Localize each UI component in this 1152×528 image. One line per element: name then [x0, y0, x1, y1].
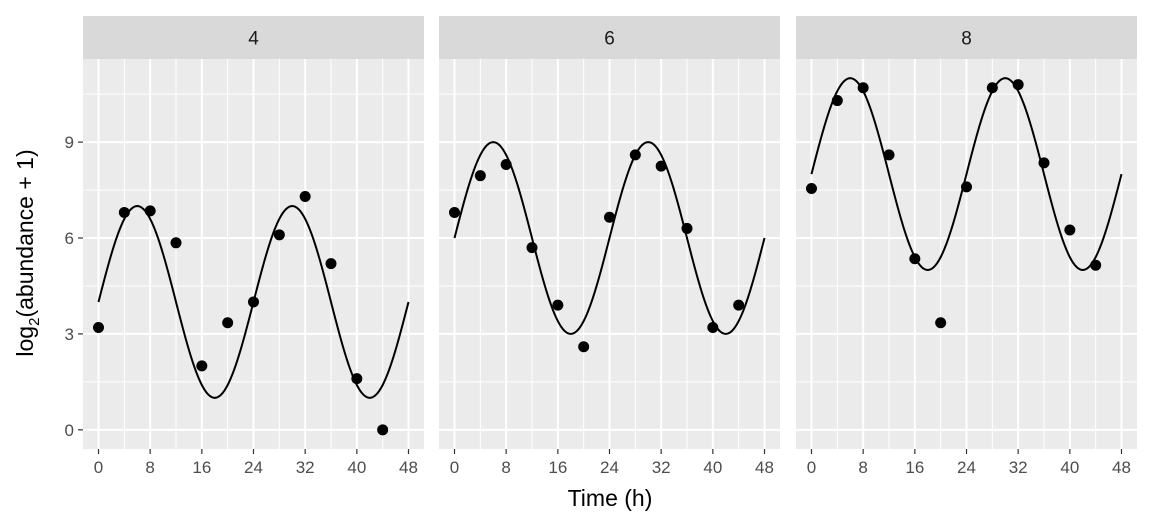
- data-point: [935, 317, 947, 329]
- x-tick-label: 24: [957, 458, 976, 477]
- x-tick-label: 0: [807, 458, 816, 477]
- x-tick-label: 32: [296, 458, 315, 477]
- x-tick-label: 32: [1009, 458, 1028, 477]
- x-tick-label: 8: [501, 458, 510, 477]
- data-point: [552, 299, 564, 311]
- y-tick-label: 3: [65, 325, 74, 344]
- data-point: [500, 158, 512, 170]
- x-tick-label: 8: [145, 458, 154, 477]
- data-point: [707, 322, 719, 334]
- panel-4: 40 8 16 24 32 40 48: [83, 16, 424, 477]
- data-point: [248, 296, 259, 308]
- fitted-curve: [453, 141, 766, 335]
- x-tick-label: 40: [703, 458, 722, 477]
- y-axis-title: log2(abundance + 1): [12, 149, 43, 356]
- x-tick-label: 0: [450, 458, 459, 477]
- data-point: [449, 206, 460, 218]
- y-axis-title-rest: (abundance + 1): [12, 149, 38, 317]
- x-tick-label: 24: [244, 458, 263, 477]
- x-tick-label: 16: [905, 458, 924, 477]
- data-point: [1090, 259, 1102, 271]
- strip-background: [796, 16, 1137, 59]
- data-point: [93, 322, 104, 334]
- data-point: [1038, 157, 1050, 169]
- strip-label: 4: [248, 29, 259, 50]
- data-point: [883, 149, 895, 161]
- y-axis-title-subscript: 2: [26, 318, 43, 326]
- x-tick-label: 16: [192, 458, 211, 477]
- data-point: [806, 182, 817, 194]
- data-point: [325, 258, 337, 270]
- x-tick-label: 24: [600, 458, 619, 477]
- x-tick-label: 32: [652, 458, 671, 477]
- data-point: [144, 205, 156, 217]
- x-tick-label: 48: [755, 458, 774, 477]
- data-point: [1012, 79, 1024, 91]
- data-point: [351, 373, 363, 385]
- data-point: [831, 95, 843, 107]
- panel-8: 8 0 8 16 24 32 40 48: [796, 16, 1137, 477]
- panel-6: 6 0 8 16 24 32 40 48: [439, 16, 780, 477]
- data-point: [299, 190, 311, 202]
- y-axis: 0 3 6 9: [65, 133, 83, 440]
- data-point: [118, 206, 130, 218]
- x-tick-label: 48: [1112, 458, 1131, 477]
- data-point: [578, 341, 590, 353]
- data-point: [961, 181, 972, 193]
- data-point: [733, 299, 745, 311]
- data-point: [909, 253, 921, 265]
- data-point: [986, 82, 998, 94]
- strip-background: [83, 16, 424, 59]
- y-tick-label: 0: [65, 421, 74, 440]
- y-axis-title-main: log: [12, 326, 38, 357]
- data-point: [655, 160, 667, 172]
- strip-label: 6: [604, 29, 615, 50]
- data-point: [526, 242, 538, 254]
- y-tick-label: 6: [65, 229, 74, 248]
- strip-label: 8: [961, 29, 972, 50]
- data-point: [273, 229, 285, 241]
- data-point: [629, 149, 641, 161]
- data-point: [196, 360, 208, 372]
- data-point: [1064, 224, 1076, 236]
- data-point: [222, 317, 234, 329]
- x-tick-label: 0: [94, 458, 103, 477]
- data-point: [857, 82, 869, 94]
- data-point: [377, 424, 389, 436]
- data-point: [474, 170, 486, 182]
- x-tick-label: 40: [347, 458, 366, 477]
- data-point: [170, 237, 182, 249]
- x-tick-label: 8: [858, 458, 867, 477]
- x-tick-label: 16: [548, 458, 567, 477]
- x-tick-label: 40: [1060, 458, 1079, 477]
- x-tick-label: 48: [399, 458, 418, 477]
- strip-background: [439, 16, 780, 59]
- y-tick-label: 9: [65, 133, 74, 152]
- x-axis-title: Time (h): [568, 485, 653, 511]
- data-point: [681, 222, 693, 234]
- data-point: [604, 211, 615, 223]
